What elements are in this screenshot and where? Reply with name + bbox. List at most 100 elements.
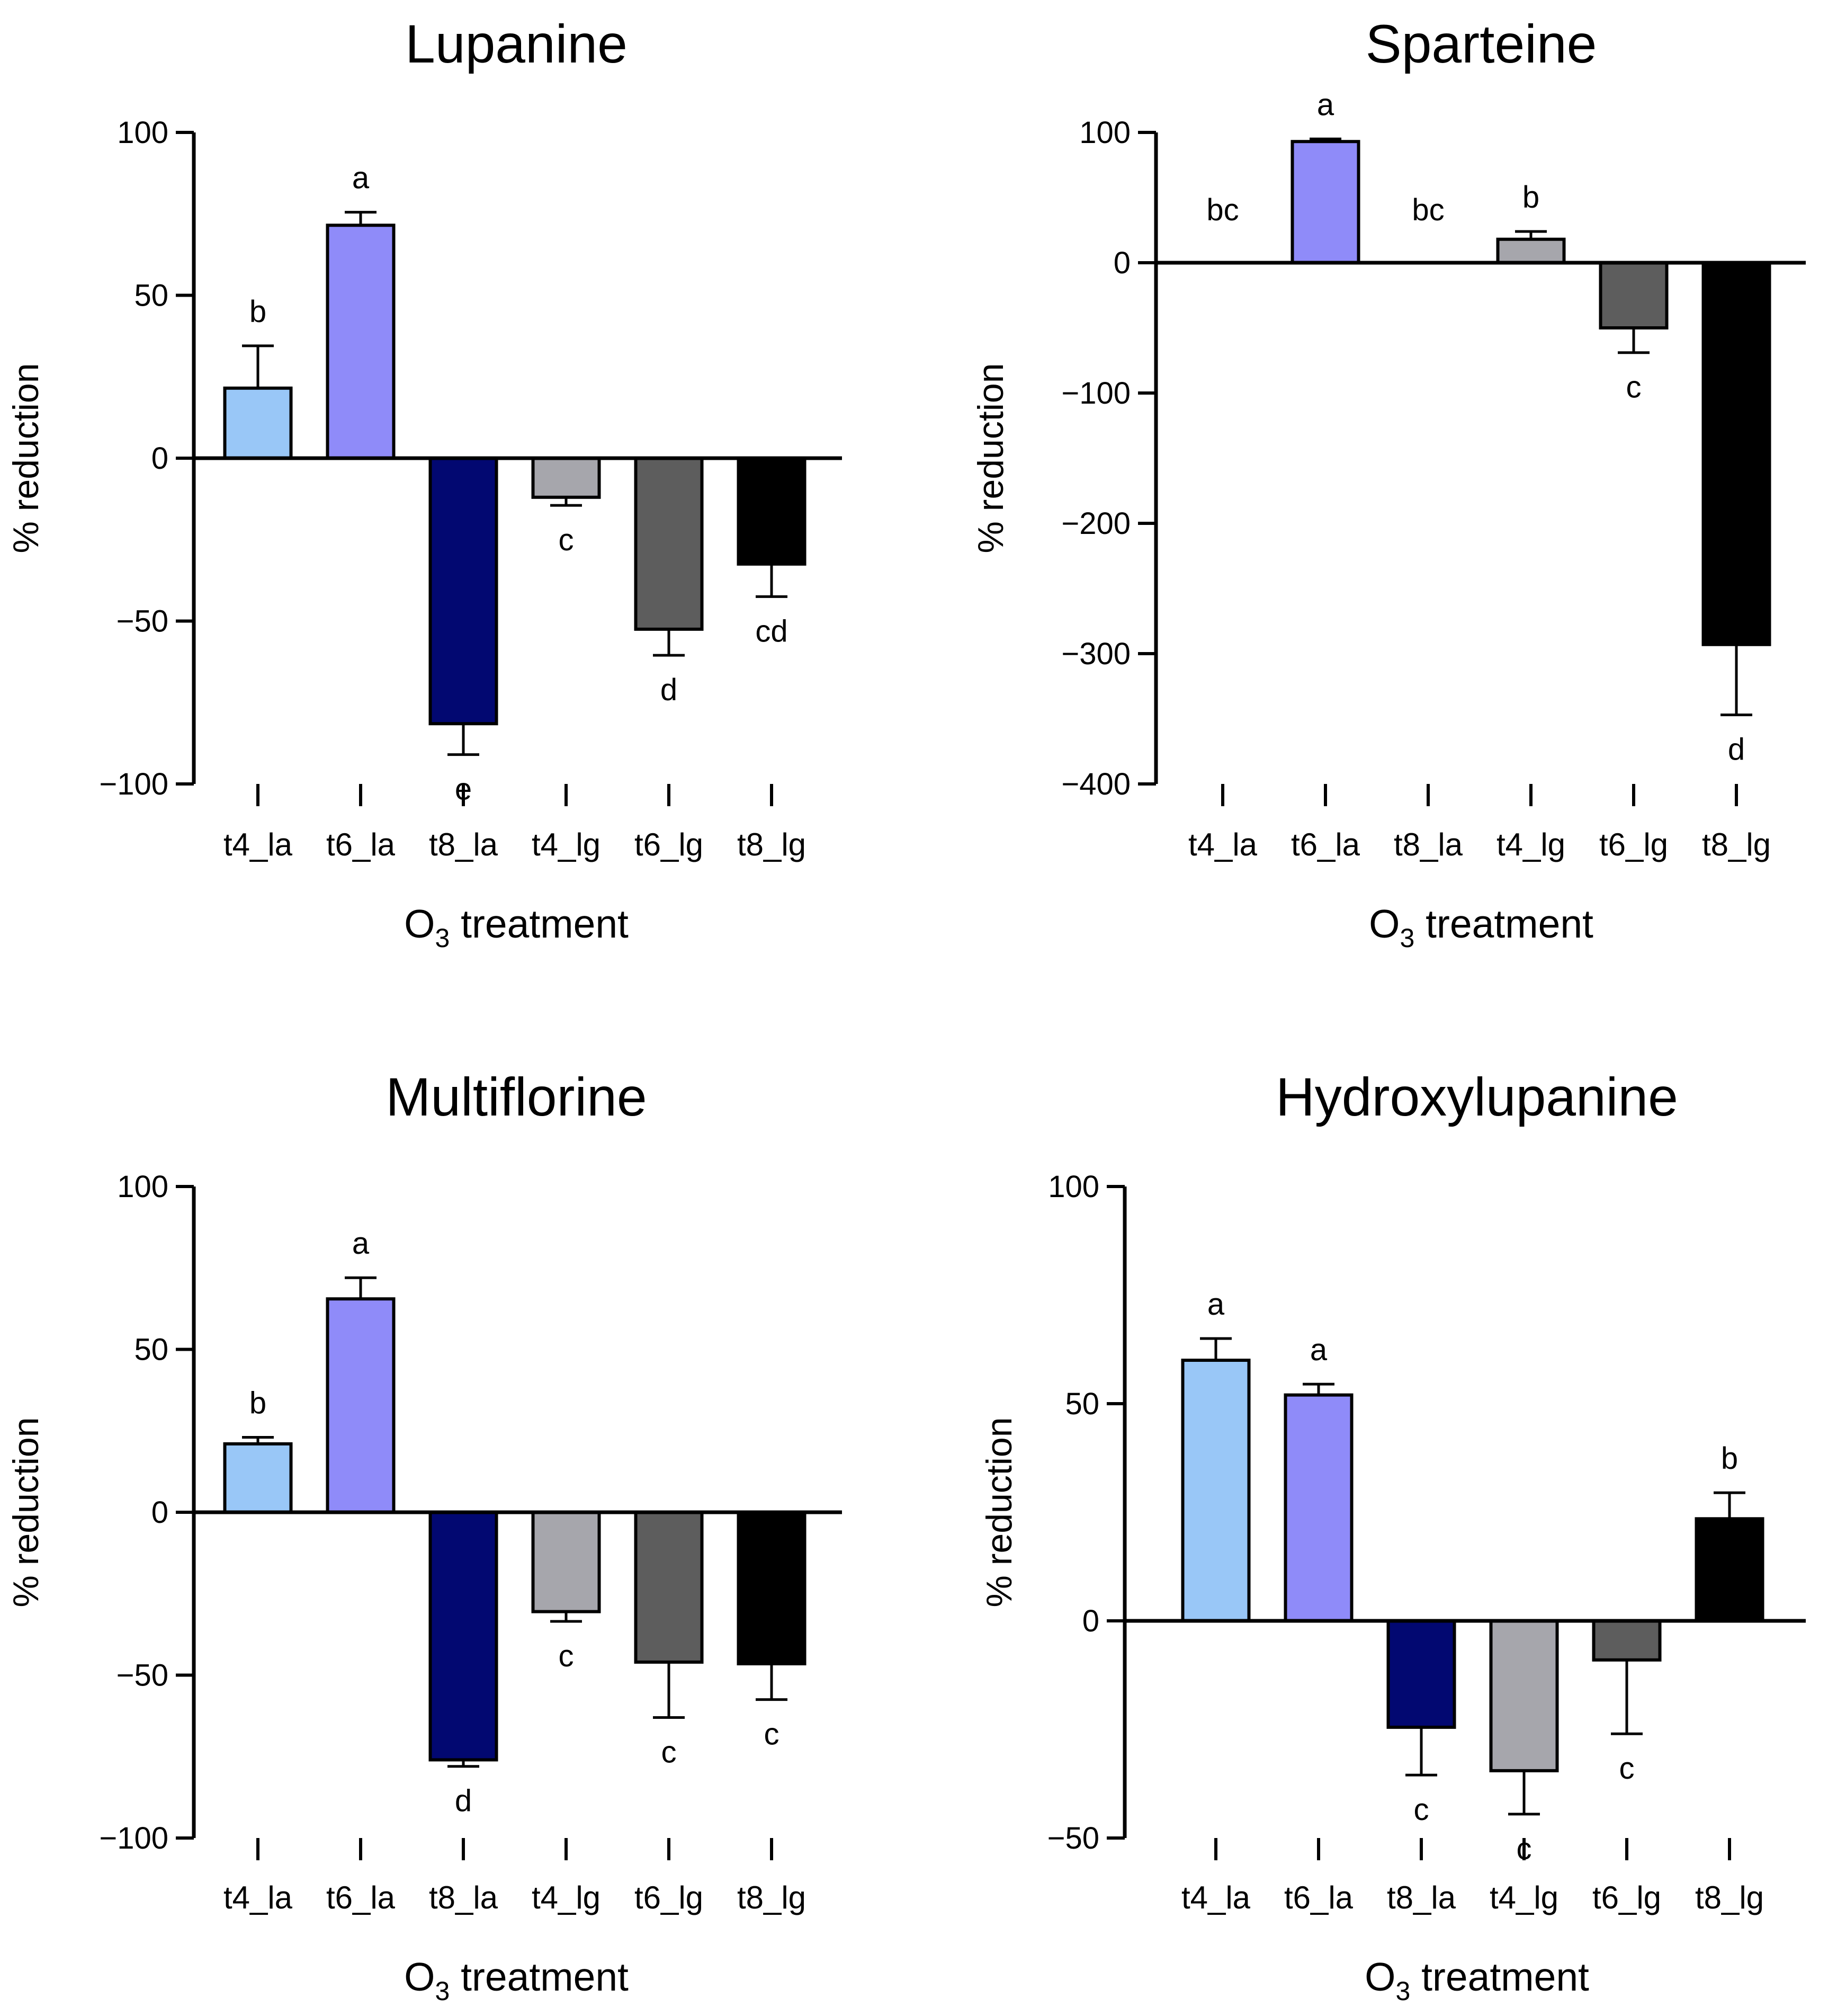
y-tick-label: −50: [1047, 1821, 1099, 1856]
y-axis-label: % reduction: [979, 1417, 1019, 1607]
x-category-label: t6_lg: [1599, 827, 1668, 862]
bar-t8_la: [428, 457, 498, 726]
x-category-label: t4_la: [1188, 827, 1258, 862]
y-tick-label: −50: [117, 1658, 168, 1693]
bar-t6_lg: [1599, 261, 1669, 329]
y-tick-label: 50: [134, 1333, 168, 1367]
x-category-label: t6_lg: [634, 1880, 703, 1915]
x-category-label: t4_lg: [532, 1880, 601, 1915]
bar-t4_lg: [531, 457, 601, 499]
significance-letter: c: [764, 1717, 779, 1752]
y-tick-label: −400: [1061, 767, 1131, 801]
chart-title: Lupanine: [405, 14, 628, 74]
bar-t4_la: [223, 386, 293, 460]
bar-t8_lg: [1701, 261, 1771, 646]
bar-t6_la: [1291, 140, 1360, 264]
bar-t6_lg: [634, 457, 704, 631]
x-category-label: t6_la: [326, 1880, 396, 1915]
x-category-label: t8_la: [1387, 1880, 1456, 1915]
significance-letter: a: [1317, 87, 1334, 122]
bar-t4_lg: [1489, 1619, 1559, 1772]
significance-letter: d: [1728, 733, 1745, 767]
y-tick-label: 0: [1082, 1604, 1099, 1638]
bar-t8_lg: [737, 1511, 807, 1665]
significance-letter: c: [1619, 1751, 1635, 1786]
y-tick-label: −200: [1061, 506, 1131, 541]
significance-letter: d: [455, 1784, 472, 1818]
x-category-label: t8_lg: [737, 827, 806, 862]
chart-panel-1: Lupanine 100 50 0 −50 −100 % reduction t4_la b t6…: [6, 14, 842, 953]
significance-letter: b: [249, 1386, 266, 1421]
bar-t4_la: [223, 1442, 293, 1514]
y-tick-label: 100: [1048, 1170, 1099, 1204]
x-category-label: t4_la: [223, 827, 293, 862]
bar-t8_lg: [1695, 1517, 1764, 1623]
y-tick-label: −50: [117, 604, 168, 639]
x-category-label: t8_la: [429, 827, 498, 862]
x-category-label: t4_lg: [1497, 827, 1565, 862]
bar-t6_la: [326, 1297, 396, 1514]
bar-t4_lg: [1496, 237, 1566, 264]
x-category-label: t6_la: [326, 827, 396, 862]
significance-letter: a: [352, 161, 370, 195]
y-axis-label: % reduction: [6, 1417, 46, 1607]
bar-t8_la: [428, 1511, 498, 1762]
chart-title: Hydroxylupanine: [1276, 1067, 1678, 1127]
y-tick-label: 50: [1065, 1387, 1099, 1421]
significance-letter: b: [249, 295, 266, 329]
bar-t4_la: [1181, 1359, 1251, 1622]
chart-panel-3: Multiflorine 100 50 0 −50 −100 % reduction t4_l…: [6, 1067, 842, 2006]
x-category-label: t8_lg: [1702, 827, 1771, 862]
significance-letter: c: [1626, 370, 1642, 405]
x-category-label: t6_la: [1284, 1880, 1354, 1915]
significance-letter: a: [352, 1226, 370, 1261]
y-tick-label: 0: [151, 441, 168, 476]
y-tick-label: 100: [117, 1170, 168, 1204]
significance-letter: b: [1721, 1441, 1738, 1476]
y-tick-label: −100: [1061, 376, 1131, 411]
significance-letter: b: [1522, 180, 1539, 215]
significance-letter: d: [660, 673, 677, 707]
significance-letter: a: [1310, 1333, 1328, 1367]
bar-t8_la: [1386, 1619, 1456, 1729]
significance-letter: bc: [1412, 193, 1444, 227]
y-tick-label: −100: [99, 767, 168, 801]
chart-panel-4: Hydroxylupanine 100 50 0 −50 % reduction t4_la…: [979, 1067, 1806, 2006]
x-axis-label: O3 treatment: [404, 902, 629, 953]
bar-t6_la: [1284, 1393, 1354, 1623]
x-category-label: t8_la: [1394, 827, 1463, 862]
significance-letter: c: [1517, 1832, 1532, 1866]
significance-letter: cd: [755, 614, 787, 648]
y-tick-label: −300: [1061, 637, 1131, 671]
x-category-label: t6_lg: [1592, 1880, 1661, 1915]
significance-letter: a: [1207, 1287, 1225, 1322]
chart-title: Multiflorine: [386, 1067, 647, 1127]
y-tick-label: −100: [99, 1821, 168, 1856]
significance-letter: c: [559, 1639, 574, 1673]
x-category-label: t4_lg: [532, 827, 601, 862]
x-axis-label: O3 treatment: [1369, 902, 1593, 953]
y-tick-label: 50: [134, 279, 168, 313]
x-category-label: t8_lg: [1695, 1880, 1764, 1915]
y-tick-label: 0: [151, 1495, 168, 1530]
significance-letter: c: [559, 523, 574, 557]
y-tick-label: 100: [1079, 115, 1131, 150]
x-category-label: t6_la: [1291, 827, 1360, 862]
x-category-label: t4_lg: [1490, 1880, 1558, 1915]
x-axis-label: O3 treatment: [404, 1955, 629, 2006]
bar-t8_lg: [737, 457, 807, 566]
chart-panel-2: Sparteine 100 0 −100 −200 −300 −400 % reduction…: [971, 14, 1806, 953]
y-axis-label: % reduction: [971, 363, 1011, 553]
y-axis-label: % reduction: [6, 363, 46, 553]
y-tick-label: 100: [117, 115, 168, 150]
x-axis-label: O3 treatment: [1365, 1955, 1589, 2006]
significance-letter: e: [455, 772, 472, 807]
bar-t6_la: [326, 224, 396, 460]
bar-t6_lg: [634, 1511, 704, 1664]
x-category-label: t6_lg: [634, 827, 703, 862]
bar-t6_lg: [1592, 1619, 1662, 1662]
y-tick-label: 0: [1114, 246, 1131, 280]
significance-letter: c: [1414, 1792, 1429, 1827]
significance-letter: bc: [1206, 193, 1239, 227]
